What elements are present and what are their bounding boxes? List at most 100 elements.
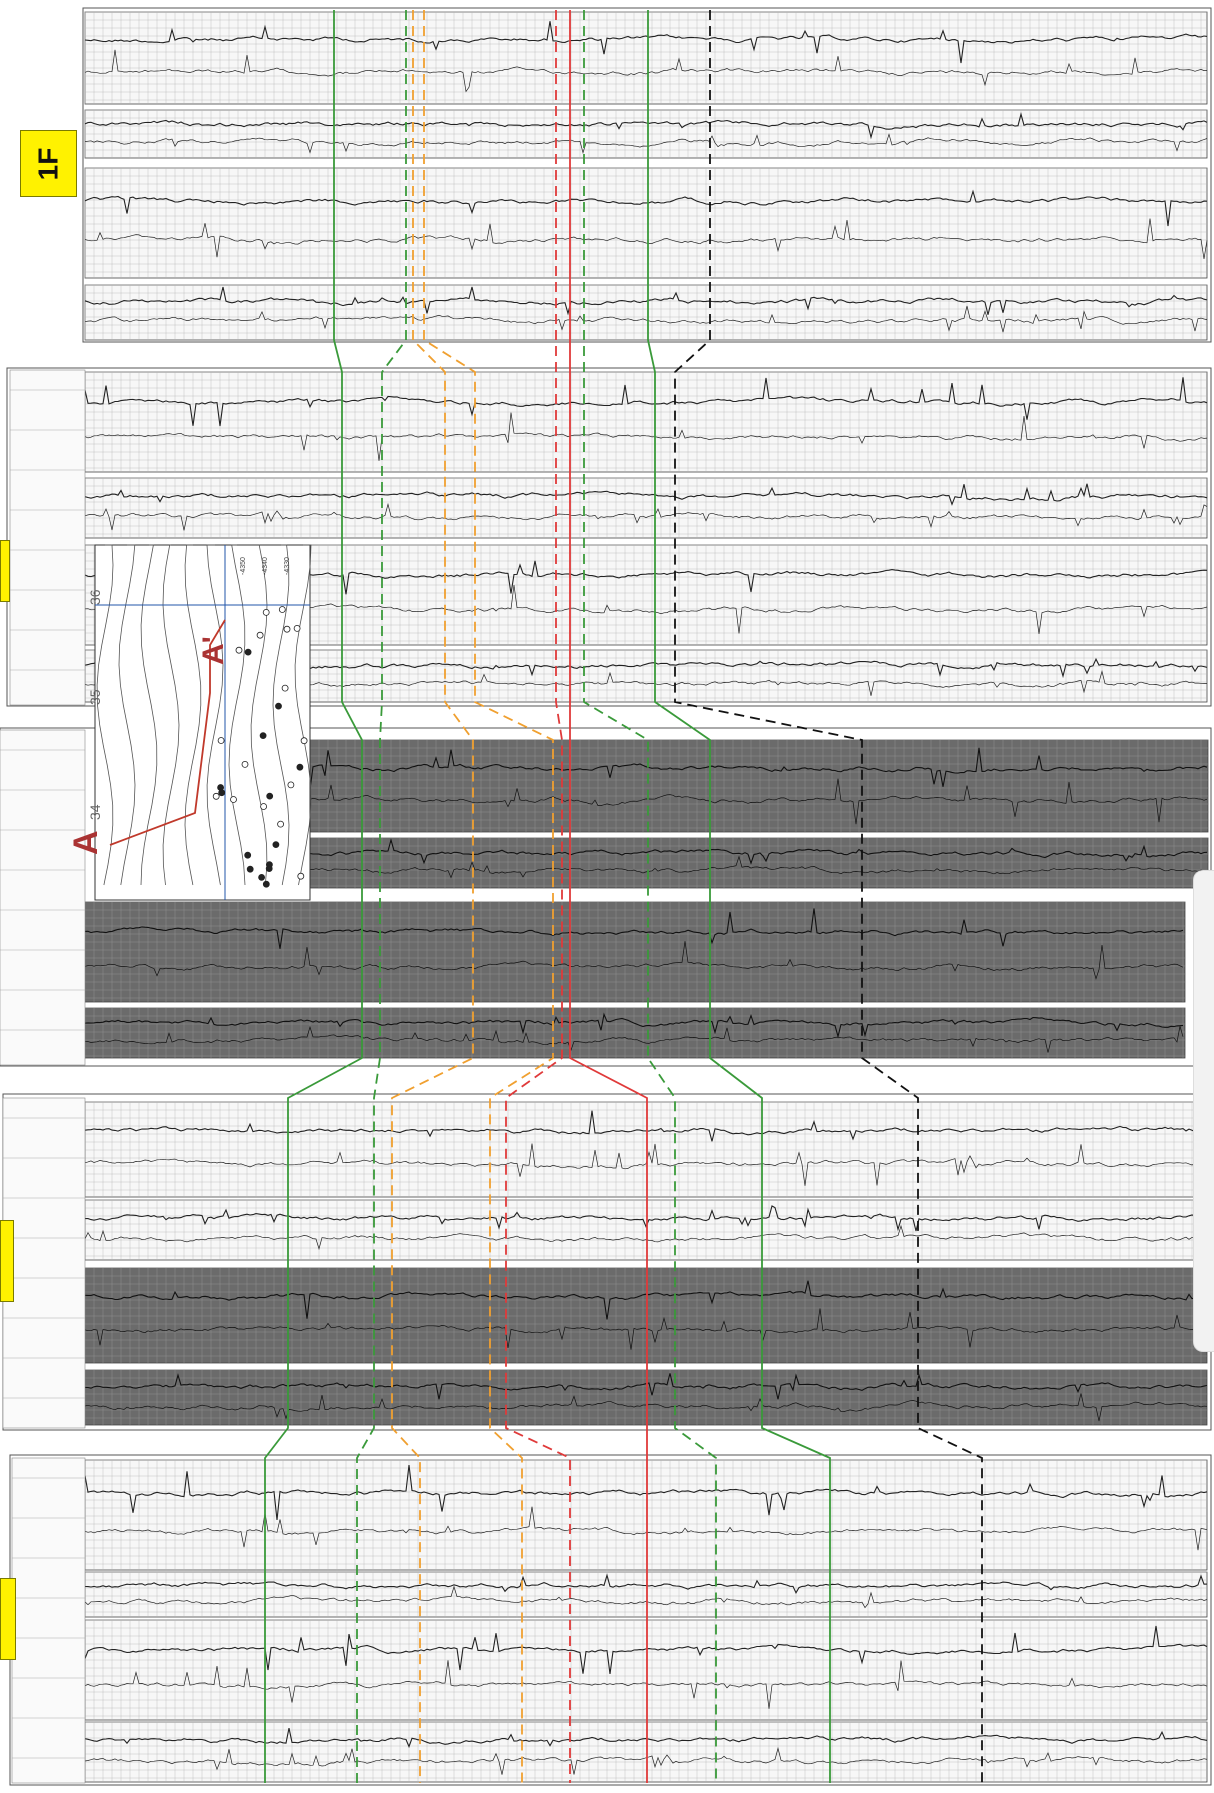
log-curve <box>84 1573 1208 1594</box>
log-track <box>84 1459 1208 1571</box>
well-symbol <box>217 737 225 744</box>
log-header-column <box>9 369 86 706</box>
log-track <box>84 1199 1208 1261</box>
log-curve <box>84 218 1208 260</box>
section-endpoint-label: A' <box>197 636 230 665</box>
track-background <box>84 167 1208 279</box>
log-curve <box>84 133 1208 154</box>
log-curve <box>84 483 1208 506</box>
log-track <box>84 1007 1186 1059</box>
section-number-label: 36 <box>87 589 103 605</box>
contour-line <box>206 544 224 886</box>
well-label-4 <box>0 1220 14 1302</box>
well-symbol <box>259 732 267 739</box>
well-symbol <box>241 761 249 768</box>
contour-line <box>118 544 136 886</box>
log-track <box>84 1369 1208 1426</box>
log-curve <box>84 412 1208 461</box>
log-curve <box>84 21 1208 64</box>
log-curve <box>84 1280 1208 1320</box>
log-curve <box>84 305 1208 333</box>
correlation-line <box>505 10 571 1783</box>
log-curve <box>84 1012 1184 1039</box>
log-header-column <box>2 1097 86 1429</box>
contour-label: -4340 <box>262 557 269 575</box>
log-curve <box>84 1223 1208 1251</box>
log-curve <box>84 1373 1208 1400</box>
correlation-line <box>647 10 831 1783</box>
contour-line <box>250 544 268 886</box>
log-track <box>84 1619 1208 1721</box>
log-track <box>309 837 1209 889</box>
side-scroll-tab[interactable] <box>1193 870 1214 1352</box>
well-symbol <box>244 648 252 656</box>
section-number-label: 35 <box>87 689 103 705</box>
location-map-inset: A A' 36 35 34 -4350 -4340 -4330 <box>67 544 312 901</box>
correlation-line <box>674 10 983 1783</box>
correlation-line <box>356 10 407 1783</box>
track-background <box>309 837 1209 889</box>
log-curve <box>84 112 1208 140</box>
track-background <box>84 1459 1208 1571</box>
log-track <box>84 109 1208 159</box>
well-symbol <box>275 702 282 710</box>
well-symbol <box>272 841 280 848</box>
log-track <box>84 901 1186 1003</box>
well-label-text: 1F <box>32 147 64 180</box>
log-curve <box>84 189 1208 227</box>
well-symbol <box>218 789 226 797</box>
log-curve <box>84 1727 1208 1749</box>
well-symbol <box>293 625 301 632</box>
contour-line <box>96 544 114 886</box>
well-label-5 <box>0 1578 16 1660</box>
track-background <box>84 901 1186 1003</box>
log-curve <box>84 377 1208 427</box>
well-symbol <box>256 631 264 639</box>
log-curve <box>84 1660 1208 1709</box>
log-curve <box>85 1205 1208 1232</box>
well-label-1: 1F <box>20 130 77 197</box>
track-background <box>84 1571 1208 1618</box>
track-background <box>84 1101 1208 1198</box>
contour-line <box>140 544 158 886</box>
log-track <box>84 1721 1208 1783</box>
log-track <box>84 284 1208 341</box>
well-symbol <box>297 872 305 880</box>
section-number-label: 34 <box>87 804 103 820</box>
contour-line <box>228 544 246 886</box>
well-symbol <box>283 625 291 633</box>
track-background <box>84 1619 1208 1721</box>
log-curve <box>84 502 1208 531</box>
well-symbol <box>300 737 308 745</box>
log-curve <box>309 778 1208 825</box>
log-curve <box>84 286 1208 316</box>
log-track <box>84 1101 1208 1198</box>
correlation-line <box>583 10 717 1783</box>
correlation-line <box>423 10 554 1783</box>
log-curve <box>84 1465 1208 1520</box>
correlation-line <box>569 10 648 1783</box>
log-curve <box>84 49 1207 93</box>
log-header-column <box>11 1457 86 1784</box>
log-track <box>84 167 1208 279</box>
log-curve <box>84 1110 1208 1142</box>
log-curve <box>84 1025 1184 1053</box>
well-symbol <box>246 865 254 873</box>
well-symbol <box>278 606 286 613</box>
well-symbol <box>260 803 268 810</box>
section-endpoint-label: A <box>67 830 105 855</box>
log-curve <box>309 837 1208 865</box>
log-curve <box>84 1308 1208 1350</box>
log-track <box>84 11 1208 105</box>
log-curve <box>84 1625 1208 1674</box>
well-symbol <box>296 763 304 771</box>
well-symbol <box>281 684 289 692</box>
track-background <box>84 1721 1208 1783</box>
track-background <box>84 477 1208 539</box>
log-curve <box>84 1393 1208 1422</box>
contour-label: -4350 <box>240 557 247 575</box>
well-symbol <box>265 865 273 872</box>
log-track <box>84 371 1208 473</box>
well-label-2 <box>0 540 10 602</box>
